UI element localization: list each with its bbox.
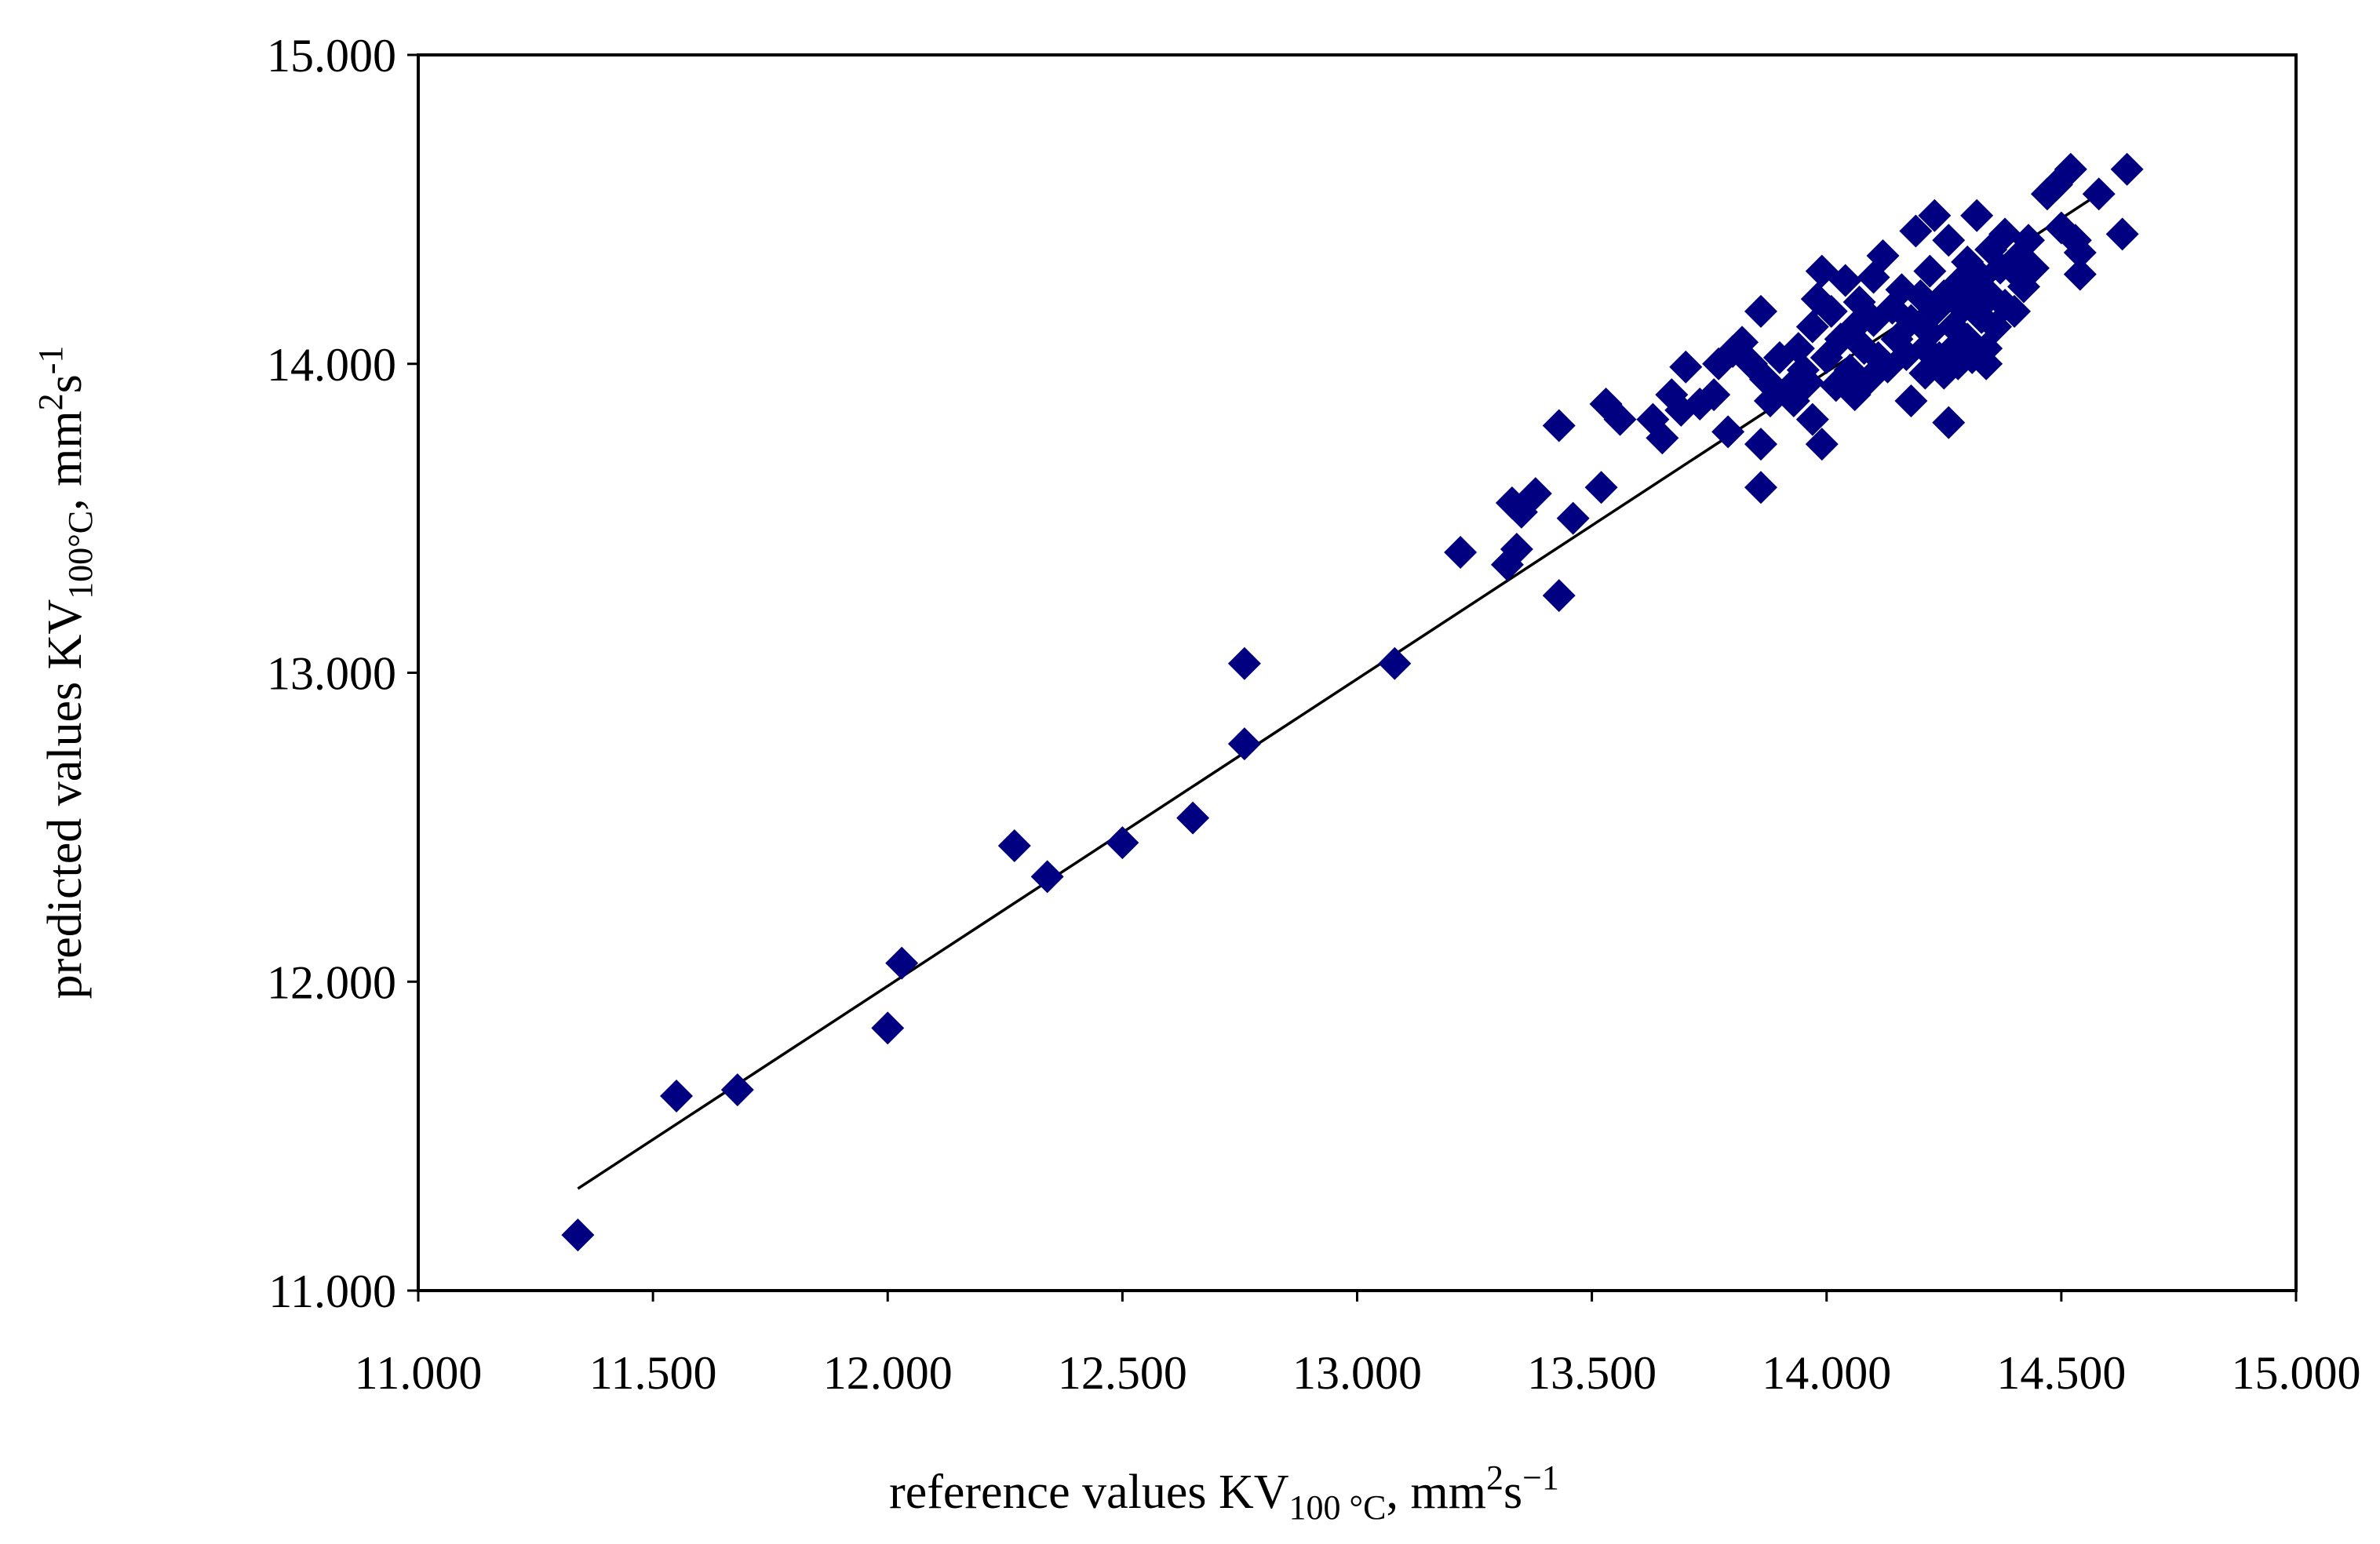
data-point-diamond <box>720 1073 754 1107</box>
data-point-diamond <box>1744 428 1777 461</box>
tick-labels: 11.000 11.500 12.000 12.500 13.000 13.500 14.0… <box>267 30 2361 1399</box>
data-point-diamond <box>1828 264 1862 297</box>
x-tick-label: 12.500 <box>1058 1347 1187 1399</box>
data-point-diamond <box>1998 294 2032 328</box>
x-tick-label: 13.000 <box>1292 1347 1422 1399</box>
data-point-diamond <box>1697 378 1731 412</box>
data-point-diamond <box>1227 727 1261 761</box>
data-point-diamond <box>1744 471 1777 504</box>
data-point-diamond <box>1932 406 1966 439</box>
data-point-diamond <box>1918 198 1952 232</box>
data-point-diamond <box>1913 254 1947 288</box>
data-point-diamond <box>1781 332 1815 366</box>
data-point-diamond <box>2016 251 2050 285</box>
data-point-diamond <box>1603 402 1637 436</box>
data-point-diamond <box>2110 152 2144 186</box>
data-point-diamond <box>1932 224 1966 257</box>
data-point-diamond <box>1711 415 1745 449</box>
data-points <box>561 152 2144 1252</box>
data-point-diamond <box>1646 421 1679 455</box>
data-point-diamond <box>1584 471 1618 504</box>
data-point-diamond <box>1988 217 2022 251</box>
data-point-diamond <box>2054 152 2087 186</box>
x-tick-label: 13.500 <box>1527 1347 1657 1399</box>
data-point-diamond <box>1970 347 2003 381</box>
data-point-diamond <box>871 1011 905 1045</box>
data-point-diamond <box>1791 366 1824 399</box>
data-point-diamond <box>2082 177 2116 211</box>
x-tick-label: 15.000 <box>2232 1347 2361 1399</box>
data-point-diamond <box>1795 310 1829 344</box>
y-tick-label: 12.000 <box>267 956 396 1008</box>
y-tick-label: 15.000 <box>267 30 396 82</box>
data-point-diamond <box>2063 236 2097 269</box>
data-point-diamond <box>1669 350 1703 384</box>
x-tick-label: 11.500 <box>589 1347 717 1399</box>
data-point-diamond <box>1176 801 1210 835</box>
data-point-diamond <box>1542 409 1576 442</box>
regression-line <box>577 186 2109 1190</box>
y-tick-label: 11.000 <box>268 1265 396 1317</box>
data-point-diamond <box>1960 198 1994 232</box>
data-point-diamond <box>885 946 919 980</box>
data-point-diamond <box>1030 860 1064 894</box>
data-point-diamond <box>1913 316 1947 350</box>
data-point-diamond <box>2105 217 2139 251</box>
data-point-diamond <box>1542 579 1576 613</box>
y-tick-label: 14.000 <box>267 339 396 391</box>
data-point-diamond <box>1227 646 1261 680</box>
data-point-diamond <box>1444 535 1478 569</box>
data-point-diamond <box>1518 477 1552 511</box>
y-axis-title: predicted values KV100°C, mm2s-1 <box>31 346 100 1000</box>
data-point-diamond <box>1500 533 1533 566</box>
data-point-diamond <box>1866 239 1900 272</box>
x-tick-label: 11.000 <box>355 1347 483 1399</box>
x-tick-label: 14.500 <box>1996 1347 2126 1399</box>
axis-ticks <box>407 53 2298 1302</box>
y-tick-label: 13.000 <box>267 648 396 700</box>
data-point-diamond <box>1894 384 1928 417</box>
data-point-diamond <box>1795 402 1829 436</box>
data-point-diamond <box>2011 224 2045 257</box>
data-point-diamond <box>561 1218 595 1252</box>
data-point-diamond <box>1805 428 1839 461</box>
data-point-diamond <box>2063 257 2097 291</box>
data-point-diamond <box>1106 826 1139 860</box>
data-point-diamond <box>1556 501 1590 535</box>
data-point-diamond <box>997 829 1031 862</box>
x-axis-title: reference values KV100 °C, mm2s−1 <box>889 1458 1559 1527</box>
x-tick-label: 14.000 <box>1762 1347 1891 1399</box>
data-point-diamond <box>1378 646 1412 680</box>
data-point-diamond <box>1814 294 1848 328</box>
data-point-diamond <box>660 1079 694 1112</box>
data-point-diamond <box>1744 294 1777 328</box>
x-tick-label: 12.000 <box>823 1347 953 1399</box>
data-point-diamond <box>1899 214 1933 248</box>
